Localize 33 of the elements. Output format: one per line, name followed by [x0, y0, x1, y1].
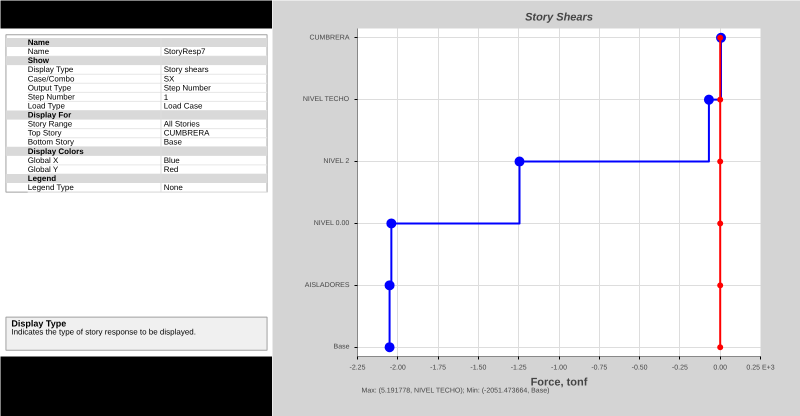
category-label: Bottom Story: [28, 138, 74, 147]
category-label: Case/Combo: [28, 74, 75, 84]
text: StoryResp7: [164, 47, 206, 56]
category-label: Story Range: [28, 120, 73, 129]
text: Indicates the type of story response to be displayed.: [11, 328, 196, 337]
text: All Stories: [164, 120, 200, 129]
chart-title: Story Shears: [525, 12, 593, 24]
text: 1: [164, 92, 168, 102]
category-label: Legend Type: [28, 183, 74, 192]
category-label: Display Type: [28, 65, 74, 74]
text: Story shears: [164, 65, 209, 74]
category-label: Load Type: [28, 101, 66, 110]
text: Blue: [164, 156, 180, 165]
text: CUMBRERA: [164, 128, 210, 138]
text: None: [164, 183, 183, 192]
category-label: Show: [28, 56, 50, 66]
text: Base: [164, 138, 182, 147]
text: Load Case: [164, 101, 202, 110]
category-label: Display For: [28, 110, 72, 120]
category-label: Output Type: [28, 83, 72, 92]
category-label: Display Colors: [28, 146, 84, 156]
category-label: Top Story: [28, 128, 62, 138]
text: SX: [164, 74, 174, 84]
text: Step Number: [164, 83, 211, 92]
x-axis-title: Force, tonf: [530, 376, 588, 388]
category-label: Legend: [28, 174, 56, 184]
category-label: Name: [28, 47, 50, 56]
category-label: Name: [28, 38, 50, 47]
text: Red: [164, 164, 178, 174]
text: Display Type: [11, 318, 66, 328]
category-label: Global Y: [28, 164, 59, 174]
category-label: Global X: [28, 156, 60, 165]
category-label: Step Number: [28, 92, 76, 102]
